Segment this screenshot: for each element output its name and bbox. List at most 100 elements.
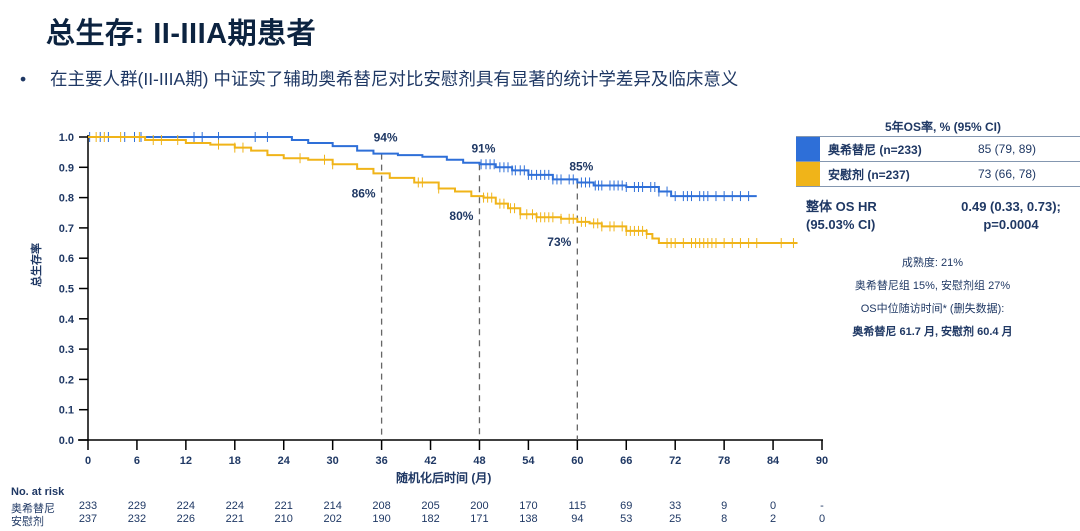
- y-tick-label: 0.0: [59, 435, 74, 447]
- risk-cell: 25: [669, 513, 682, 525]
- risk-cell: 237: [78, 513, 98, 525]
- y-tick-label: 0.7: [59, 223, 74, 235]
- landmark-label: 80%: [449, 209, 473, 223]
- x-axis-label: 随机化后时间 (月): [396, 471, 492, 485]
- risk-table-header: No. at risk: [11, 486, 65, 498]
- survival-curves: [88, 132, 798, 249]
- x-tick-label: 72: [669, 455, 681, 467]
- landmark-label: 86%: [352, 186, 376, 200]
- hr-value-line1: 0.49 (0.33, 0.73);: [961, 199, 1061, 214]
- x-tick-label: 6: [134, 455, 140, 467]
- risk-cell: 208: [372, 500, 391, 512]
- bullet-text: 在主要人群(II-IIIA期) 中证实了辅助奥希替尼对比安慰剂具有显著的统计学差…: [50, 69, 739, 89]
- landmark-lines: [380, 153, 578, 440]
- legend-value: 85 (79, 89): [978, 142, 1037, 156]
- x-tick-label: 12: [180, 455, 192, 467]
- legend-swatch-blue: [796, 137, 820, 161]
- legend-row-osimertinib: 奥希替尼 (n=233) 85 (79, 89): [796, 136, 1080, 161]
- x-tick-label: 60: [571, 455, 583, 467]
- hr-value-line2: p=0.0004: [983, 217, 1039, 232]
- risk-cell: 94: [571, 513, 584, 525]
- x-tick-label: 30: [327, 455, 339, 467]
- slide-title: 总生存: II-IIIA期患者: [46, 18, 317, 50]
- risk-cell: 33: [669, 500, 682, 512]
- legend-swatch-yellow: [796, 162, 820, 186]
- legend-name: 奥希替尼 (n=233): [828, 142, 922, 157]
- risk-cell: 8: [721, 513, 728, 525]
- risk-cell: 53: [620, 513, 633, 525]
- x-tick-label: 18: [229, 455, 241, 467]
- annotations: 94% 91% 85% 86% 80% 73%: [352, 131, 594, 249]
- maturity-text: 成熟度: 21%: [901, 257, 964, 269]
- y-tick-label: 0.8: [59, 193, 74, 205]
- x-tick-label: 84: [767, 455, 780, 467]
- risk-cell: 202: [323, 513, 342, 525]
- bullet-point: • 在主要人群(II-IIIA期) 中证实了辅助奥希替尼对比安慰剂具有显著的统计学…: [20, 66, 738, 91]
- y-tick-label: 0.3: [59, 344, 74, 356]
- followup-label: OS中位随访时间* (删失数据):: [860, 303, 1005, 315]
- x-tick-label: 66: [620, 455, 632, 467]
- x-tick-label: 90: [816, 455, 828, 467]
- chart-axes: 0.0 0.1 0.2 0.3 0.4 0.5 0.6 0.7 0.8 0.9 1.0 0 6 12 18 2…: [59, 132, 828, 467]
- group-maturity-text: 奥希替尼组 15%, 安慰剂组 27%: [854, 280, 1011, 292]
- risk-cell: 138: [519, 513, 538, 525]
- risk-cell: 0: [770, 500, 777, 512]
- y-tick-label: 0.5: [59, 284, 74, 296]
- maturity-notes: 成熟度: 21% 奥希替尼组 15%, 安慰剂组 27% OS中位随访时间* (…: [820, 252, 1045, 344]
- x-tick-label: 54: [522, 455, 535, 467]
- risk-cell: 221: [274, 500, 293, 512]
- risk-cell: 182: [421, 513, 440, 525]
- legend-name: 安慰剂 (n=237): [828, 167, 910, 182]
- risk-cell: 0: [818, 513, 826, 525]
- risk-cell: 205: [421, 500, 440, 512]
- bullet-marker: •: [20, 69, 27, 89]
- hr-label-line2: (95.03% CI): [806, 217, 876, 232]
- x-tick-label: 36: [375, 455, 387, 467]
- y-tick-label: 0.2: [59, 374, 74, 386]
- legend-title: 5年OS率, % (95% CI): [884, 120, 1002, 134]
- x-tick-label: 0: [85, 455, 91, 467]
- risk-cell: 69: [620, 500, 633, 512]
- risk-cell: 210: [274, 513, 293, 525]
- hr-label: 整体 OS HR (95.03% CI): [806, 198, 877, 234]
- risk-cell: 9: [721, 500, 728, 512]
- legend-table: 5年OS率, % (95% CI) 奥希替尼 (n=233) 85 (79, 8…: [796, 118, 1080, 187]
- y-tick-label: 0.4: [59, 314, 75, 326]
- risk-cell: 232: [127, 513, 147, 525]
- hr-label-line1: 整体 OS HR: [806, 199, 877, 214]
- y-tick-label: 1.0: [59, 132, 74, 144]
- risk-cell: 200: [470, 500, 489, 512]
- risk-row-name: 安慰剂: [11, 516, 44, 528]
- risk-cell: 229: [127, 500, 147, 512]
- risk-cell: 224: [225, 500, 244, 512]
- landmark-label: 91%: [471, 141, 495, 155]
- x-tick-label: 42: [424, 455, 436, 467]
- followup-values: 奥希替尼 61.7 月, 安慰剂 60.4 月: [852, 326, 1013, 338]
- risk-row-name: 奥希替尼: [11, 503, 55, 515]
- survival-curve: [88, 136, 798, 245]
- legend-row-placebo: 安慰剂 (n=237) 73 (66, 78): [796, 161, 1080, 187]
- risk-cell: 171: [470, 513, 489, 525]
- risk-cell: 115: [568, 500, 587, 512]
- risk-cell: -: [820, 500, 824, 512]
- risk-cell: 224: [176, 500, 196, 512]
- y-tick-label: 0.9: [59, 162, 74, 174]
- survival-curve: [88, 136, 757, 198]
- legend-value: 73 (66, 78): [978, 167, 1037, 181]
- landmark-label: 94%: [374, 131, 398, 145]
- risk-cell: 170: [519, 500, 538, 512]
- y-tick-label: 0.1: [59, 405, 74, 417]
- hr-value: 0.49 (0.33, 0.73); p=0.0004: [946, 198, 1076, 234]
- y-tick-label: 0.6: [59, 253, 74, 265]
- risk-cell: 226: [176, 513, 196, 525]
- x-tick-label: 78: [718, 455, 730, 467]
- risk-cell: 214: [323, 500, 342, 512]
- landmark-label: 85%: [569, 159, 593, 173]
- landmark-label: 73%: [547, 235, 571, 249]
- risk-cell: 221: [225, 513, 244, 525]
- y-axis-label: 总生存率: [31, 243, 43, 287]
- risk-cell: 190: [372, 513, 391, 525]
- x-tick-label: 24: [278, 455, 291, 467]
- risk-cell: 233: [78, 500, 98, 512]
